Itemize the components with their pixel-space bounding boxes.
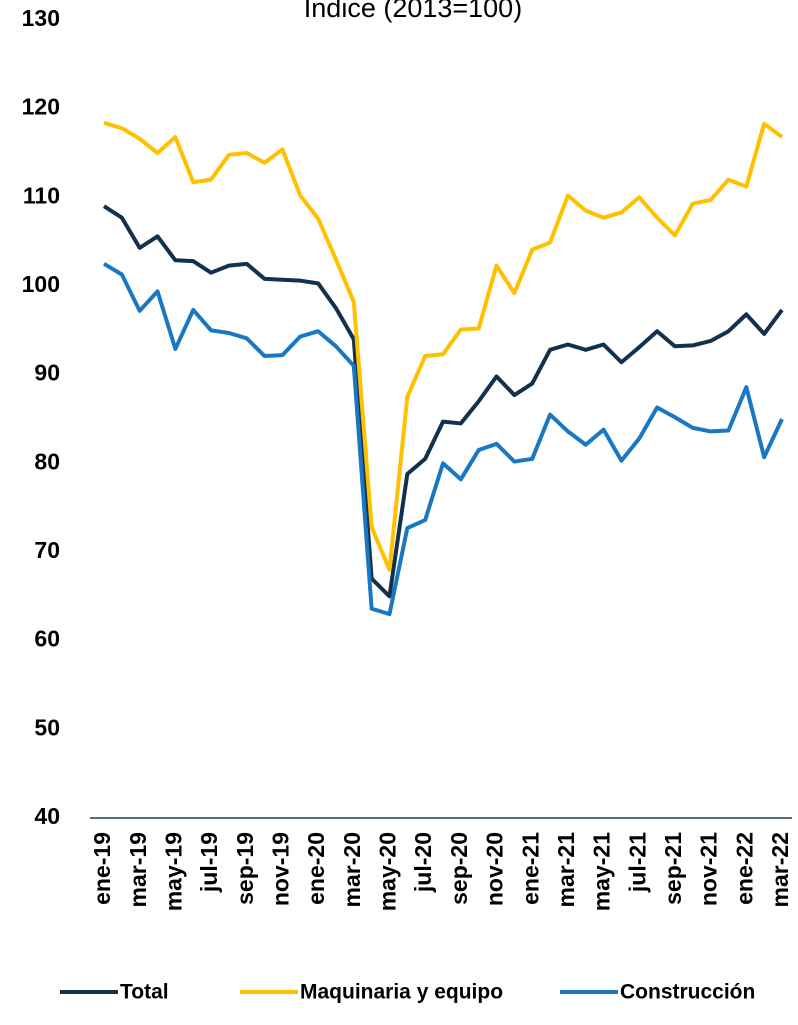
- x-tick-label: mar-20: [339, 832, 365, 907]
- x-tick-label: ene-20: [303, 832, 329, 905]
- y-tick-label: 130: [22, 5, 60, 31]
- y-tick-label: 110: [23, 182, 60, 208]
- x-tick-label: may-19: [160, 832, 186, 911]
- x-tick-label: ene-22: [731, 832, 757, 905]
- y-tick-label: 80: [34, 448, 60, 474]
- x-tick-label: jul-19: [196, 832, 222, 893]
- x-tick-label: nov-21: [696, 832, 722, 906]
- x-tick-label: may-21: [589, 832, 615, 911]
- x-tick-label: nov-19: [267, 832, 293, 906]
- x-tick-label: sep-20: [446, 832, 472, 905]
- y-tick-label: 100: [22, 271, 60, 297]
- x-tick-label: jul-20: [410, 832, 436, 893]
- x-tick-label: jul-21: [624, 832, 650, 893]
- x-tick-label: mar-21: [553, 832, 579, 908]
- y-tick-label: 90: [34, 360, 60, 386]
- x-tick-label: sep-19: [232, 832, 258, 905]
- x-tick-label: may-20: [375, 832, 401, 911]
- chart-title: Índice (2013=100): [304, 0, 522, 23]
- y-tick-label: 50: [34, 714, 60, 740]
- x-tick-label: mar-22: [767, 832, 793, 907]
- y-tick-label: 40: [34, 803, 60, 829]
- x-tick-label: ene-21: [517, 832, 543, 905]
- series-line: [102, 204, 784, 599]
- series-line: [103, 120, 784, 572]
- x-tick-label: nov-20: [482, 832, 508, 906]
- y-tick-label: 70: [34, 537, 60, 563]
- series-line: [102, 262, 784, 617]
- y-tick-label: 60: [34, 626, 60, 652]
- legend-label: Maquinaria y equipo: [300, 981, 503, 1004]
- x-tick-label: sep-21: [660, 832, 686, 905]
- y-tick-label: 120: [22, 94, 60, 120]
- x-tick-label: mar-19: [125, 832, 151, 907]
- x-tick-label: ene-19: [89, 832, 115, 905]
- legend-label: Construcción: [620, 981, 755, 1004]
- legend-label: Total: [120, 981, 169, 1004]
